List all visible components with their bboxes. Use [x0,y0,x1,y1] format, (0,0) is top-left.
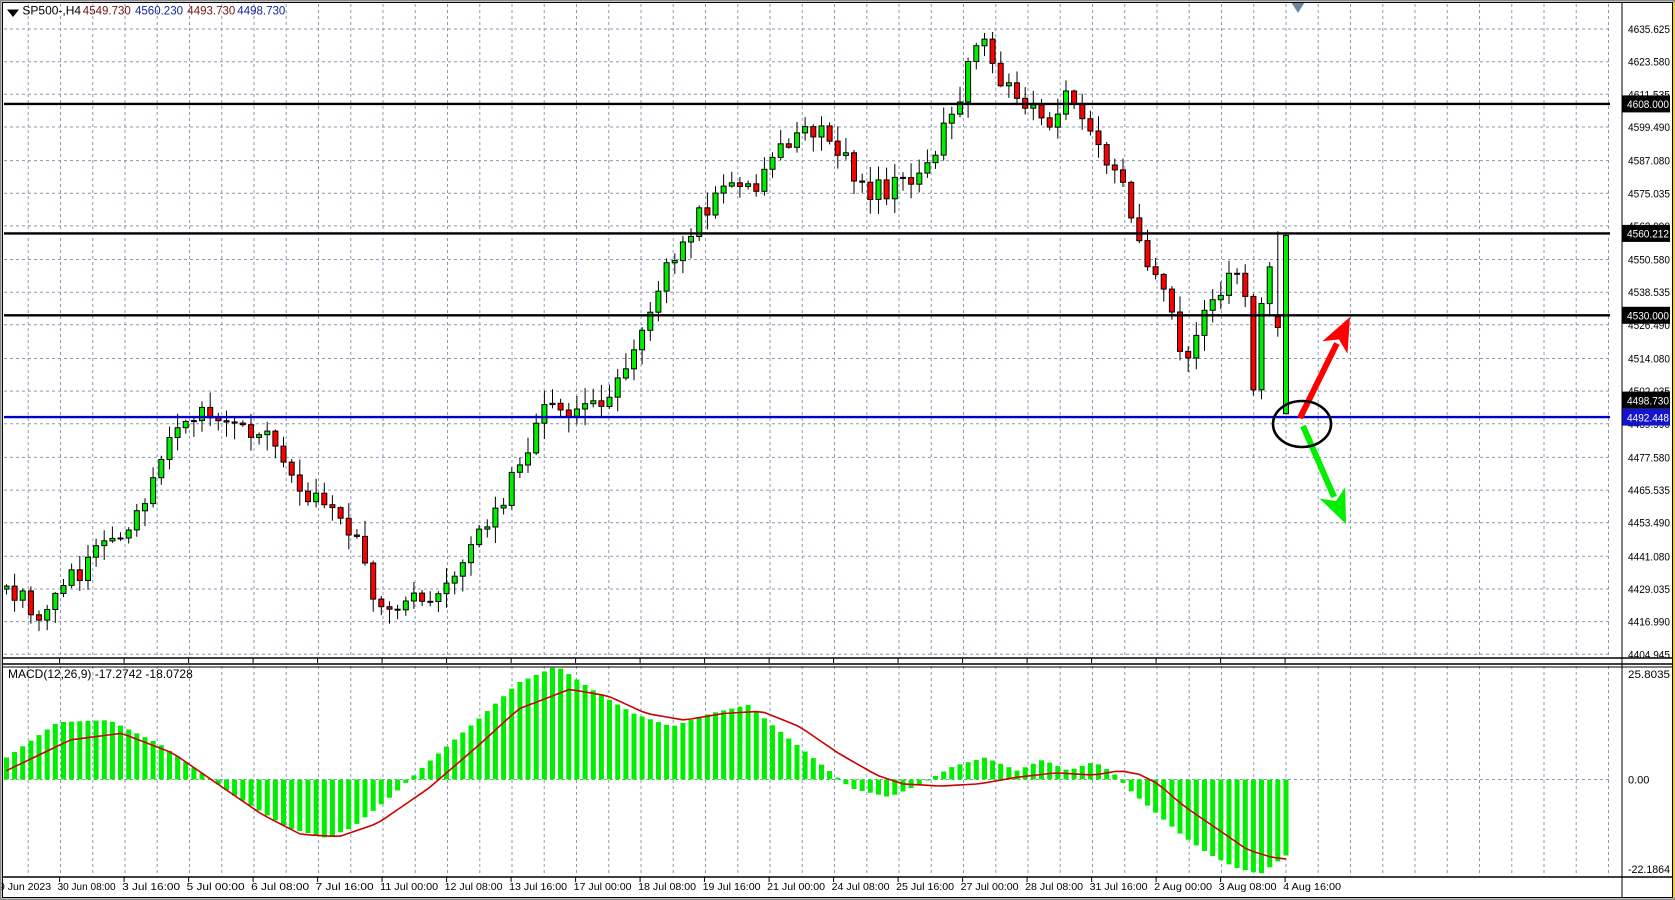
svg-text:3 Aug 08:00: 3 Aug 08:00 [1219,882,1277,893]
svg-text:18 Jul 08:00: 18 Jul 08:00 [638,882,696,893]
svg-text:4465.535: 4465.535 [1628,485,1670,497]
svg-text:24 Jul 08:00: 24 Jul 08:00 [832,882,890,893]
svg-text:19 Jul 16:00: 19 Jul 16:00 [703,882,761,893]
svg-text:4 Aug 16:00: 4 Aug 16:00 [1283,882,1341,893]
svg-text:29 Jun 2023: 29 Jun 2023 [0,882,51,893]
svg-text:4404.945: 4404.945 [1628,649,1670,661]
svg-text:4549.730: 4549.730 [83,4,131,18]
svg-text:4514.080: 4514.080 [1628,354,1670,366]
svg-text:5 Jul 00:00: 5 Jul 00:00 [187,882,245,893]
svg-text:4498.730: 4498.730 [237,4,285,18]
svg-text:4538.535: 4538.535 [1628,287,1670,299]
svg-text:4492.448: 4492.448 [1627,412,1669,424]
svg-text:4477.580: 4477.580 [1628,452,1670,464]
svg-text:31 Jul 16:00: 31 Jul 16:00 [1090,882,1148,893]
svg-text:4608.000: 4608.000 [1627,99,1669,111]
svg-text:7 Jul 16:00: 7 Jul 16:00 [316,882,374,893]
svg-text:4635.625: 4635.625 [1628,24,1670,36]
svg-text:4560.212: 4560.212 [1627,229,1669,241]
svg-text:4575.035: 4575.035 [1628,188,1670,200]
svg-text:2 Aug 00:00: 2 Aug 00:00 [1154,882,1212,893]
svg-text:11 Jul 00:00: 11 Jul 00:00 [380,882,438,893]
svg-text:4530.000: 4530.000 [1627,311,1669,323]
svg-text:MACD(12,26,9) -17.2742 -18.072: MACD(12,26,9) -17.2742 -18.0728 [8,667,193,681]
svg-text:12 Jul 08:00: 12 Jul 08:00 [445,882,503,893]
svg-text:25.8035: 25.8035 [1628,669,1670,681]
svg-text:4416.990: 4416.990 [1628,617,1670,629]
svg-text:21 Jul 00:00: 21 Jul 00:00 [767,882,825,893]
svg-text:27 Jul 00:00: 27 Jul 00:00 [961,882,1019,893]
svg-text:4493.730: 4493.730 [187,4,235,18]
svg-text:25 Jul 16:00: 25 Jul 16:00 [896,882,954,893]
svg-text:4623.580: 4623.580 [1628,57,1670,69]
svg-text:4550.580: 4550.580 [1628,255,1670,267]
svg-text:13 Jul 16:00: 13 Jul 16:00 [509,882,567,893]
svg-text:4441.080: 4441.080 [1628,551,1670,563]
svg-text:17 Jul 00:00: 17 Jul 00:00 [574,882,632,893]
svg-text:4429.035: 4429.035 [1628,584,1670,596]
svg-text:28 Jul 08:00: 28 Jul 08:00 [1025,882,1083,893]
svg-text:-22.1864: -22.1864 [1628,864,1670,876]
svg-text:4587.080: 4587.080 [1628,156,1670,168]
svg-text:0.00: 0.00 [1628,775,1649,787]
svg-text:6 Jul 08:00: 6 Jul 08:00 [251,882,309,893]
svg-text:30 Jun 08:00: 30 Jun 08:00 [58,882,116,893]
svg-text:3 Jul 16:00: 3 Jul 16:00 [122,882,180,893]
svg-text:4599.490: 4599.490 [1628,122,1670,134]
svg-text:SP500-,H4: SP500-,H4 [22,4,81,18]
svg-text:4560.230: 4560.230 [135,4,183,18]
svg-text:4498.730: 4498.730 [1627,395,1669,407]
svg-text:4453.490: 4453.490 [1628,518,1670,530]
